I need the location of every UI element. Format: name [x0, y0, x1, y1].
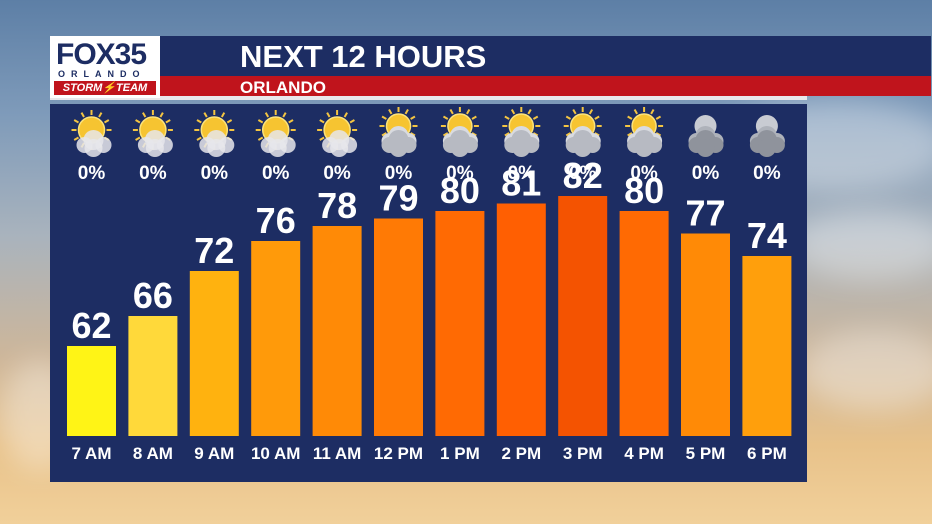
temperature-bar-9 — [619, 211, 669, 436]
temperature-bar-5 — [374, 218, 423, 436]
precip-label-11: 0% — [753, 163, 781, 184]
logo-city: ORLANDO — [58, 69, 146, 79]
precip-label-10: 0% — [692, 163, 720, 184]
sunny-icon-1 — [132, 110, 173, 157]
hour-label-4: 11 AM — [313, 444, 362, 463]
hour-label-6: 1 PM — [440, 444, 480, 463]
temperature-bar-8 — [558, 196, 608, 436]
page-title: NEXT 12 HOURS — [240, 39, 487, 74]
temperature-bar-2 — [189, 271, 239, 436]
precip-label-2: 0% — [201, 163, 229, 184]
partly-cloudy-icon-7 — [502, 107, 541, 157]
precip-label-1: 0% — [139, 163, 167, 184]
sunny-icon-2 — [194, 110, 235, 157]
partly-cloudy-icon-6 — [440, 107, 479, 157]
temperature-value-7: 81 — [501, 163, 541, 204]
precip-label-9: 0% — [630, 163, 658, 184]
night-cloudy-icon-11 — [749, 115, 785, 157]
header-subtitle-bar — [50, 76, 931, 96]
logo-brand: FOX35 — [56, 38, 147, 71]
precip-label-8: 0% — [569, 163, 597, 184]
night-cloudy-icon-10 — [688, 115, 724, 157]
temperature-bar-6 — [435, 211, 485, 436]
temperature-bar-3 — [251, 241, 301, 436]
precip-label-3: 0% — [262, 163, 290, 184]
temperature-value-1: 66 — [133, 275, 173, 316]
temperature-bar-11 — [742, 256, 792, 436]
temperature-bar-1 — [128, 316, 178, 436]
partly-cloudy-icon-8 — [563, 107, 602, 157]
sunny-icon-0 — [71, 110, 112, 157]
hour-label-7: 2 PM — [501, 444, 541, 463]
hour-label-1: 8 AM — [133, 444, 173, 463]
partly-cloudy-icon-9 — [625, 107, 664, 157]
precip-label-4: 0% — [323, 163, 351, 184]
precip-label-6: 0% — [446, 163, 474, 184]
hour-label-9: 4 PM — [624, 444, 664, 463]
temperature-value-0: 62 — [71, 305, 111, 346]
header-divider — [50, 96, 807, 100]
temperature-value-5: 79 — [378, 178, 418, 219]
temperature-value-2: 72 — [194, 230, 234, 271]
precip-label-0: 0% — [78, 163, 106, 184]
temperature-bar-0 — [67, 346, 116, 436]
precip-label-7: 0% — [508, 163, 536, 184]
sunny-icon-3 — [255, 110, 296, 157]
temperature-bar-10 — [681, 233, 730, 436]
temperature-value-4: 78 — [317, 185, 357, 226]
temperature-value-8: 82 — [563, 155, 603, 196]
header-title-bar — [50, 36, 931, 76]
location-label: ORLANDO — [240, 78, 326, 97]
hour-label-10: 5 PM — [686, 444, 726, 463]
hour-label-5: 12 PM — [374, 444, 423, 463]
temperature-value-11: 74 — [747, 215, 787, 256]
sunny-icon-4 — [317, 110, 358, 157]
hour-label-3: 10 AM — [251, 444, 300, 463]
hour-label-2: 9 AM — [194, 444, 234, 463]
hour-label-0: 7 AM — [72, 444, 112, 463]
temperature-value-3: 76 — [256, 200, 296, 241]
temperature-bar-7 — [496, 203, 546, 436]
hour-label-8: 3 PM — [563, 444, 603, 463]
temperature-value-10: 77 — [685, 193, 725, 234]
temperature-bar-4 — [312, 226, 362, 436]
precip-label-5: 0% — [385, 163, 413, 184]
temperature-value-9: 80 — [624, 170, 664, 211]
header-banner: FOX35 ORLANDO STORM⚡TEAM NEXT 12 HOURS O… — [50, 36, 931, 100]
partly-cloudy-icon-5 — [379, 107, 418, 157]
hour-label-11: 6 PM — [747, 444, 787, 463]
logo-team: STORM⚡TEAM — [54, 81, 156, 95]
fox35-logo: FOX35 ORLANDO STORM⚡TEAM — [50, 36, 160, 98]
temperature-value-6: 80 — [440, 170, 480, 211]
